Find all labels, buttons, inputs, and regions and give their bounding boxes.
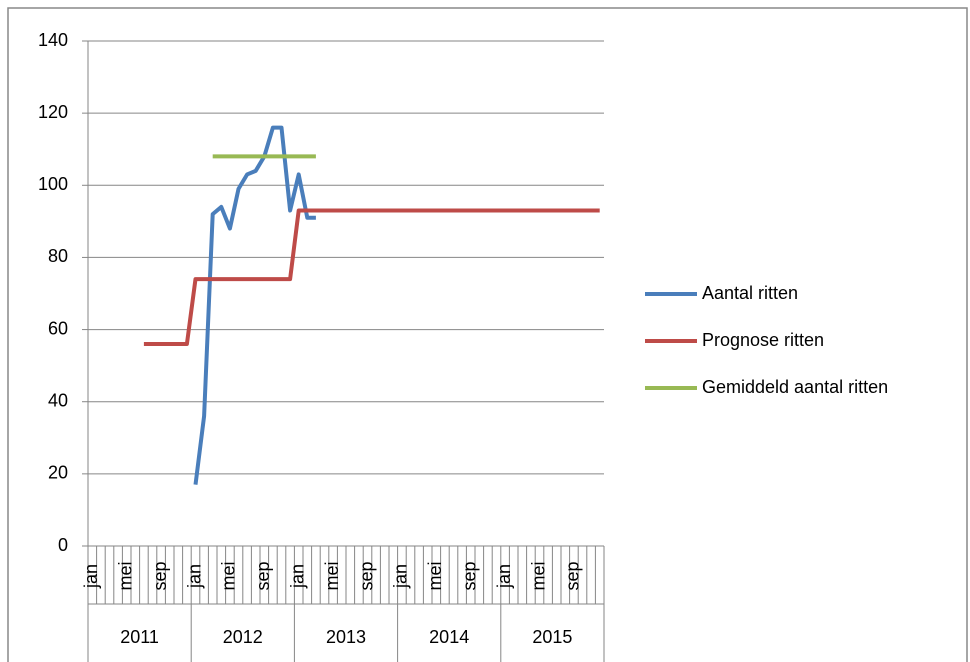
x-tick-label: jan bbox=[391, 564, 411, 589]
y-tick-label: 120 bbox=[38, 102, 68, 122]
legend-label: Gemiddeld aantal ritten bbox=[702, 377, 888, 397]
y-tick-label: 100 bbox=[38, 174, 68, 194]
year-label: 2014 bbox=[429, 627, 469, 647]
year-label: 2013 bbox=[326, 627, 366, 647]
series-line bbox=[193, 125, 316, 485]
legend-label: Prognose ritten bbox=[702, 330, 824, 350]
x-tick-label: sep bbox=[459, 561, 479, 590]
x-tick-label: mei bbox=[528, 561, 548, 590]
year-label: 2011 bbox=[120, 627, 159, 647]
year-label: 2012 bbox=[223, 627, 263, 647]
y-tick-label: 80 bbox=[48, 246, 68, 266]
y-tick-label: 60 bbox=[48, 318, 68, 338]
year-label: 2015 bbox=[532, 627, 572, 647]
x-tick-label: sep bbox=[563, 561, 583, 590]
x-tick-label: jan bbox=[494, 564, 514, 589]
y-tick-label: 0 bbox=[58, 535, 68, 555]
x-tick-label: sep bbox=[253, 561, 273, 590]
y-tick-label: 140 bbox=[38, 30, 68, 50]
x-tick-label: mei bbox=[219, 561, 239, 590]
series-line bbox=[143, 208, 600, 346]
x-tick-label: sep bbox=[150, 561, 170, 590]
x-tick-label: mei bbox=[322, 561, 342, 590]
x-tick-label: sep bbox=[356, 561, 376, 590]
y-tick-label: 40 bbox=[48, 390, 68, 410]
x-tick-label: jan bbox=[184, 564, 204, 589]
chart-border bbox=[7, 7, 968, 662]
x-tick-label: mei bbox=[425, 561, 445, 590]
x-tick-label: mei bbox=[115, 561, 135, 590]
legend-label: Aantal ritten bbox=[702, 283, 798, 303]
x-tick-label: jan bbox=[287, 564, 307, 589]
y-tick-label: 20 bbox=[48, 463, 68, 483]
x-tick-label: jan bbox=[81, 564, 101, 589]
